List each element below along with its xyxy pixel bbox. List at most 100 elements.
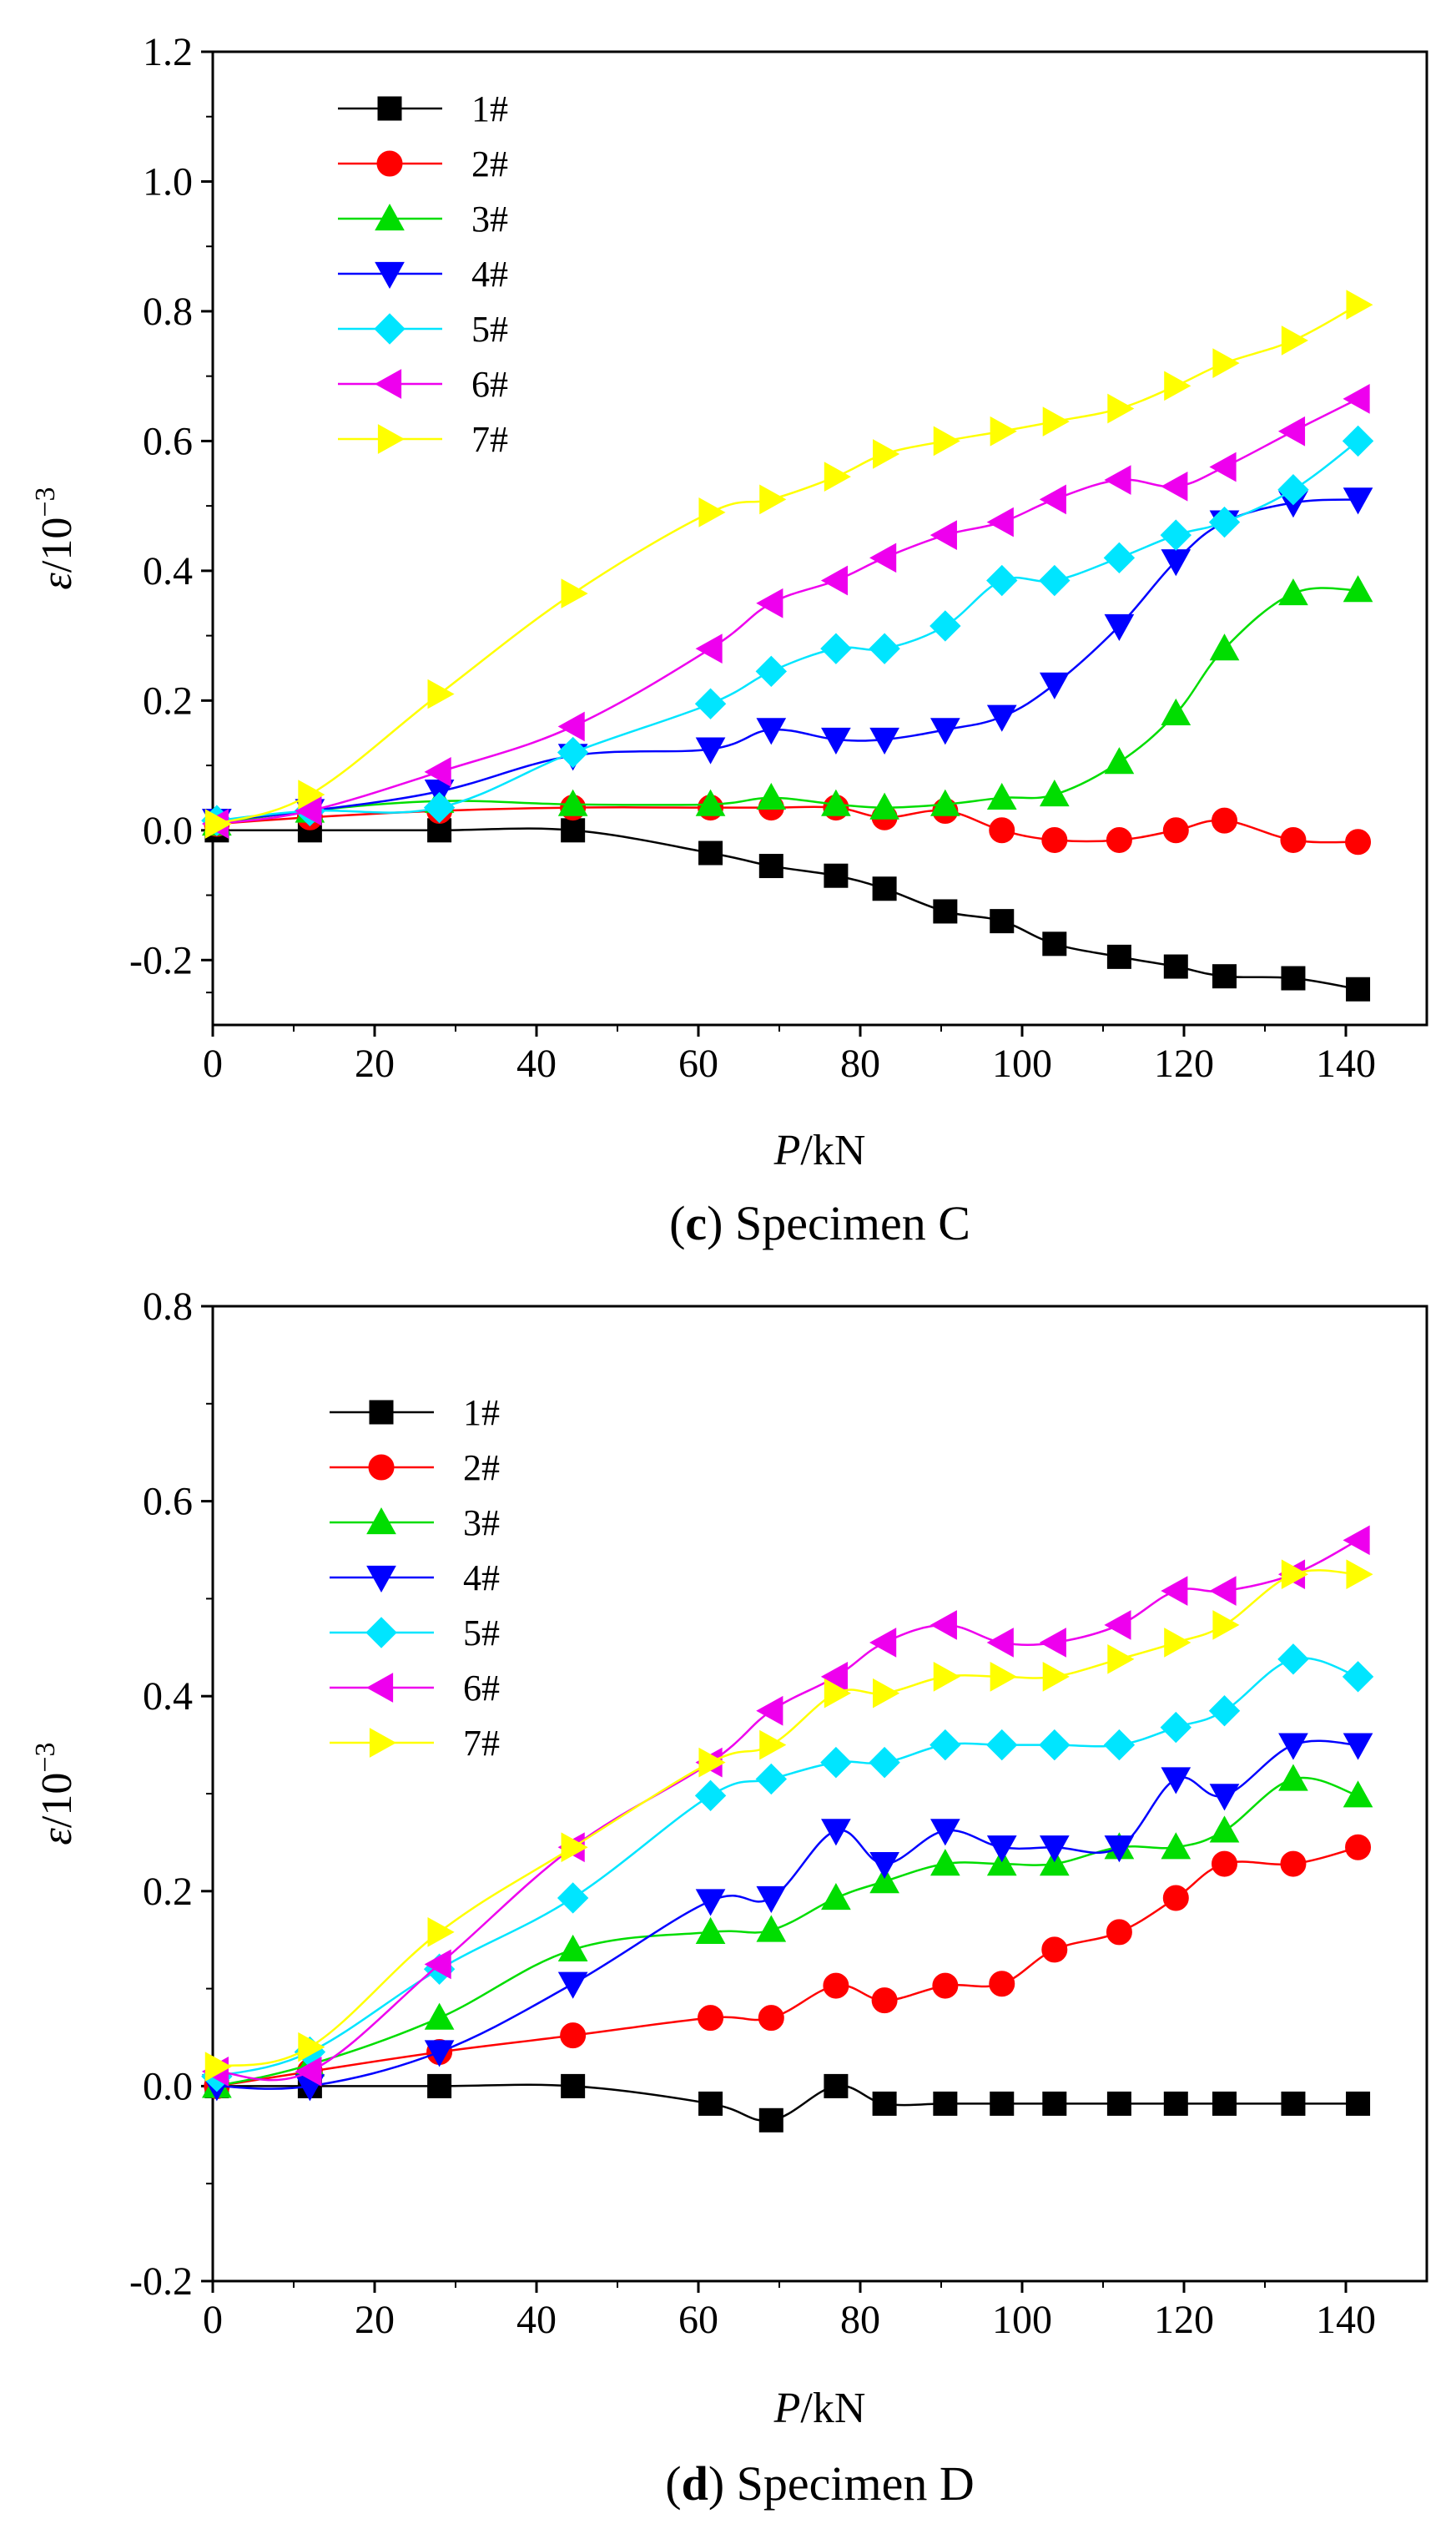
data-point (986, 1628, 1014, 1658)
data-point (933, 1661, 960, 1692)
data-point (1343, 1780, 1373, 1808)
legend-label: 6# (471, 364, 508, 405)
x-tick-label: 0 (203, 1042, 223, 1086)
data-point (930, 610, 961, 642)
data-point (1209, 633, 1240, 661)
data-point (755, 1763, 788, 1795)
caption-letter: c (685, 1196, 707, 1250)
data-point (1209, 1815, 1240, 1843)
data-point (1104, 613, 1135, 641)
data-point (1281, 1559, 1308, 1590)
data-point (1208, 506, 1241, 538)
data-point (424, 2002, 455, 2030)
y-tick-label: -0.2 (129, 938, 193, 982)
data-point (869, 1866, 899, 1894)
data-point (1106, 826, 1132, 853)
series-line (216, 397, 1359, 825)
data-point (758, 2107, 783, 2133)
data-point (1163, 2091, 1188, 2116)
data-point (986, 704, 1017, 732)
data-point (1212, 348, 1240, 378)
data-point (1161, 1767, 1192, 1794)
data-point (1161, 1576, 1188, 1606)
data-point (1039, 1729, 1071, 1761)
y-axis-exponent: −3 (30, 487, 61, 517)
legend: 1# 2# 3# 4# 5# 6# 7# (338, 88, 508, 460)
data-point (869, 633, 900, 664)
data-point (824, 462, 851, 492)
data-point (824, 863, 849, 888)
data-point (1277, 473, 1309, 506)
data-point (1208, 1695, 1241, 1727)
data-point (298, 780, 325, 810)
data-point (1104, 465, 1131, 495)
data-point (1346, 1559, 1373, 1590)
y-tick-label: 0.4 (143, 1674, 193, 1719)
series-1 (204, 818, 1371, 1002)
x-tick-label: 20 (355, 1042, 395, 1086)
data-point (756, 1885, 787, 1914)
legend-label: 1# (471, 88, 508, 129)
data-point (930, 1849, 960, 1876)
caption-paren-open: ( (665, 2456, 681, 2511)
y-tick-label: 0.8 (143, 290, 193, 334)
data-point (295, 2057, 322, 2087)
data-point (1212, 1610, 1240, 1640)
y-tick-label: 0.4 (143, 549, 193, 593)
x-tick-label: 60 (678, 2298, 718, 2342)
data-point (204, 2052, 232, 2082)
data-point (930, 1819, 960, 1846)
data-point (930, 1610, 957, 1640)
figure-caption: (c) Specimen C (669, 1196, 970, 1250)
legend-label: 7# (471, 419, 508, 460)
data-point (1042, 931, 1067, 957)
data-point (872, 2091, 897, 2116)
data-point (1281, 2091, 1306, 2116)
data-point (695, 1916, 726, 1944)
x-tick-label: 60 (678, 1042, 718, 1086)
x-tick-label: 0 (203, 2298, 223, 2342)
data-point (989, 1971, 1015, 1997)
data-point (986, 1835, 1017, 1863)
data-point (561, 2073, 586, 2098)
data-point (424, 1949, 451, 1980)
legend-label: 5# (471, 309, 508, 350)
data-point (1103, 1729, 1136, 1761)
data-point (204, 809, 232, 839)
data-point (990, 416, 1017, 447)
y-tick-label: 0.2 (143, 679, 193, 723)
data-point (1160, 1711, 1192, 1744)
data-point (1281, 966, 1306, 991)
data-point (1042, 2091, 1067, 2116)
legend-marker (375, 261, 405, 290)
legend-marker (366, 1565, 396, 1593)
series-line (216, 1776, 1358, 2087)
legend-label: 5# (463, 1613, 500, 1653)
data-point (557, 736, 589, 769)
y-tick-label: -0.2 (129, 2259, 193, 2304)
data-point (561, 578, 588, 608)
data-point (1342, 425, 1374, 457)
data-point (1212, 964, 1237, 989)
y-tick-label: 0.0 (143, 809, 193, 853)
data-point (1160, 519, 1192, 551)
y-tick-label: 0.2 (143, 1870, 193, 1914)
x-axis-unit: /kN (800, 2385, 865, 2432)
y-axis-exponent: −3 (30, 1742, 61, 1772)
data-point (1346, 290, 1373, 321)
legend-label: 4# (471, 254, 508, 295)
y-tick-label: 0.6 (143, 1480, 193, 1524)
data-point (424, 2040, 455, 2067)
x-tick-label: 100 (992, 1042, 1052, 1086)
figure-caption: (d) Specimen D (665, 2456, 975, 2511)
series-6 (201, 1525, 1370, 2087)
series-5 (201, 1643, 1374, 2092)
data-point (869, 543, 897, 573)
data-point (1161, 698, 1192, 725)
data-point (871, 1987, 898, 2014)
data-point (694, 1779, 727, 1812)
data-point (1209, 1784, 1240, 1811)
data-point (933, 899, 958, 924)
data-point (698, 2005, 724, 2032)
